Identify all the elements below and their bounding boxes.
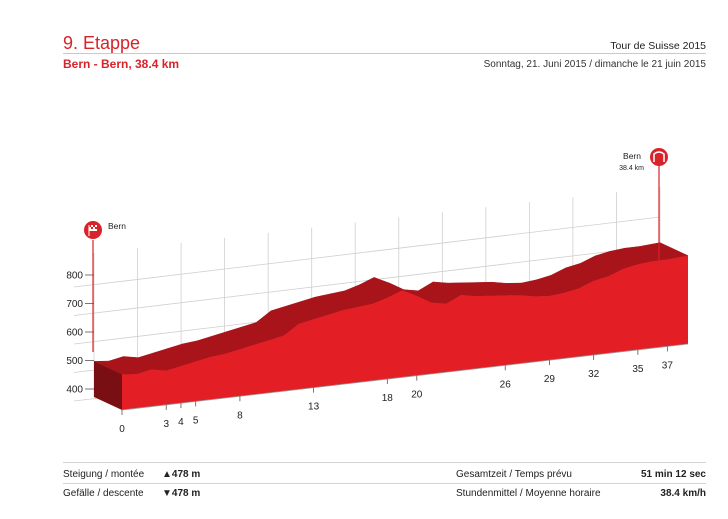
profile-front-face	[122, 255, 688, 410]
x-tick-label: 0	[119, 424, 125, 435]
x-tick-label: 37	[662, 360, 674, 371]
y-tick-label: 700	[66, 299, 83, 310]
race-name: Tour de Suisse 2015	[610, 40, 706, 52]
finish-label: Bern	[623, 151, 641, 161]
climb-value: ▲478 m	[162, 469, 201, 480]
stage-date: Sonntag, 21. Juni 2015 / dimanche le 21 …	[483, 59, 706, 70]
x-tick-label: 3	[163, 419, 169, 430]
profile-side-face	[94, 361, 122, 410]
grid-line	[73, 216, 661, 288]
x-tick-label: 5	[193, 415, 199, 426]
finish-distance: 38.4 km	[619, 165, 644, 172]
elevation-profile	[93, 242, 689, 411]
x-tick-label: 35	[632, 364, 644, 375]
stats-divider-top	[63, 462, 706, 463]
x-tick-label: 20	[411, 390, 423, 401]
header-divider	[63, 53, 706, 54]
finish-marker: Bern 38.4 km	[619, 148, 668, 272]
stage-title: 9. Etappe	[63, 33, 141, 53]
y-axis-ticks: 400 500 600 700 800	[66, 271, 94, 396]
descent-value: ▼478 m	[162, 488, 201, 499]
x-tick-label: 29	[544, 374, 556, 385]
y-tick-label: 800	[66, 271, 83, 282]
speed-label: Stundenmittel / Moyenne horaire	[456, 488, 601, 499]
grid-line	[73, 245, 661, 316]
x-tick-label: 18	[382, 393, 394, 404]
time-value: 51 min 12 sec	[640, 469, 706, 480]
climb-label: Steigung / montée	[63, 469, 145, 480]
descent-label: Gefälle / descente	[63, 488, 144, 499]
y-tick-label: 600	[66, 328, 83, 339]
x-tick-label: 26	[500, 379, 512, 390]
y-tick-label: 400	[66, 385, 83, 396]
time-label: Gesamtzeit / Temps prévu	[456, 469, 572, 480]
route-subtitle: Bern - Bern, 38.4 km	[63, 57, 180, 71]
stats-divider-middle	[63, 483, 706, 484]
x-tick-label: 4	[178, 417, 184, 428]
x-tick-label: 32	[588, 369, 600, 380]
start-marker: Bern	[84, 221, 126, 352]
x-tick-label: 8	[237, 410, 243, 421]
x-axis-ticks: 0 3 4 5 8 13 18 20 26 29 32 35 37	[119, 346, 673, 435]
x-tick-label: 13	[308, 402, 320, 413]
speed-value: 38.4 km/h	[660, 488, 706, 499]
start-label: Bern	[108, 221, 126, 231]
y-tick-label: 500	[66, 356, 83, 367]
